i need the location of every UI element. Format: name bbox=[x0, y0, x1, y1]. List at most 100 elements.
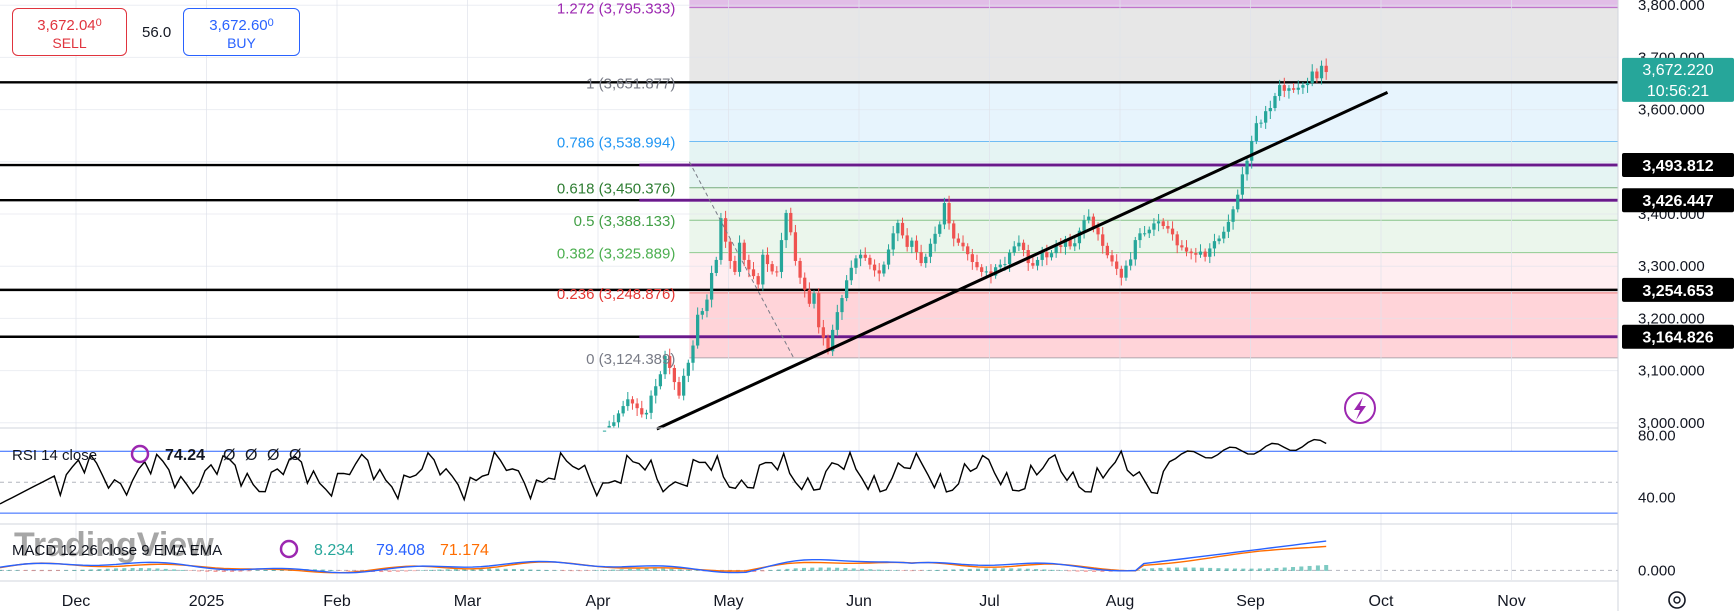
candle-body bbox=[1101, 234, 1105, 246]
macd-histogram-bar bbox=[147, 568, 152, 571]
candle-body bbox=[980, 267, 984, 272]
candle bbox=[1031, 255, 1035, 269]
price-line-label-bg bbox=[1622, 153, 1734, 178]
candle-body bbox=[1222, 231, 1226, 239]
candle-body bbox=[877, 270, 881, 274]
candle-body bbox=[1203, 251, 1207, 257]
candle bbox=[616, 410, 621, 428]
candle bbox=[868, 254, 872, 270]
rsi-tick-label: 40.00 bbox=[1638, 490, 1676, 507]
candle bbox=[640, 400, 644, 418]
macd-histogram-bar bbox=[893, 570, 898, 571]
candle bbox=[672, 364, 676, 390]
candle bbox=[751, 262, 756, 280]
fib-level-label: 0.5 (3,388.133) bbox=[574, 213, 676, 230]
candle-body bbox=[784, 212, 788, 241]
price-axis: 3,000.0003,100.0003,200.0003,300.0003,40… bbox=[1617, 0, 1736, 611]
candle-body bbox=[686, 362, 690, 376]
macd-histogram-bar bbox=[1042, 569, 1047, 571]
candle bbox=[700, 307, 704, 320]
macd-histogram-bar bbox=[760, 570, 765, 572]
candle bbox=[1305, 77, 1310, 93]
time-tick-label: Aug bbox=[1106, 593, 1134, 610]
fib-zone bbox=[689, 7, 1618, 83]
sell-label: SELL bbox=[52, 35, 87, 51]
candle bbox=[770, 260, 774, 275]
candle-body bbox=[682, 375, 686, 396]
time-tick-label: May bbox=[713, 593, 743, 610]
fibonacci-retracement bbox=[689, 0, 1618, 359]
macd-signal-value: 71.174 bbox=[440, 542, 489, 559]
lightning-icon bbox=[1344, 392, 1376, 424]
candle bbox=[728, 238, 732, 269]
candle bbox=[1282, 77, 1286, 98]
candle-body bbox=[1184, 247, 1189, 252]
price-line-label: 3,493.812 bbox=[1642, 158, 1713, 175]
macd-histogram-bar bbox=[445, 569, 450, 571]
candle bbox=[1240, 167, 1245, 200]
macd-histogram-bar bbox=[752, 570, 757, 572]
candle-body bbox=[812, 293, 816, 304]
price-tick-label: 3,600.000 bbox=[1638, 102, 1705, 119]
candle bbox=[658, 371, 663, 390]
macd-histogram-bar bbox=[114, 568, 119, 571]
candle-body bbox=[1264, 111, 1268, 123]
candle bbox=[928, 238, 933, 264]
candle-body bbox=[900, 222, 905, 236]
price-line-label-bg bbox=[1622, 188, 1734, 213]
candle bbox=[1133, 236, 1137, 266]
indicator-settings-icon bbox=[279, 539, 299, 559]
candle bbox=[696, 307, 700, 349]
chart-drawings[interactable] bbox=[656, 91, 1389, 431]
candle bbox=[1124, 260, 1128, 281]
candle-body bbox=[728, 241, 732, 261]
macd-histogram-bar bbox=[238, 570, 243, 572]
candle-body bbox=[1245, 160, 1249, 175]
sell-button[interactable]: 3,672.040 SELL bbox=[12, 8, 127, 56]
candle-body bbox=[719, 218, 723, 260]
macd-histogram-bar bbox=[329, 569, 334, 571]
candle bbox=[1021, 239, 1026, 257]
candle bbox=[914, 235, 919, 260]
candle bbox=[821, 319, 825, 346]
candle bbox=[956, 233, 961, 246]
candle bbox=[882, 261, 886, 277]
candle bbox=[872, 259, 877, 277]
horizontal-price-lines[interactable] bbox=[0, 81, 1618, 339]
macd-histogram-bar bbox=[1158, 567, 1163, 571]
buy-button[interactable]: 3,672.600 BUY bbox=[183, 8, 300, 56]
candle-body bbox=[602, 430, 607, 432]
candle-body bbox=[1278, 85, 1282, 97]
time-tick-label: Mar bbox=[454, 593, 482, 610]
macd-histogram-bar bbox=[47, 570, 52, 572]
macd-histogram-bar bbox=[1324, 565, 1329, 571]
candle-body bbox=[933, 233, 937, 244]
candle bbox=[663, 350, 667, 379]
candle bbox=[1296, 80, 1300, 95]
macd-histogram-bar bbox=[312, 569, 317, 571]
macd-histogram-bar bbox=[1307, 565, 1312, 571]
macd-histogram-bar bbox=[470, 568, 475, 571]
time-tick-label: 2025 bbox=[189, 593, 225, 610]
macd-histogram-bar bbox=[503, 568, 508, 571]
macd-histogram-bar bbox=[636, 568, 641, 571]
macd-pane: MACD 12 26 close 9 EMA EMA 8.234 79.408 71.… bbox=[0, 523, 1618, 574]
candle-body bbox=[775, 271, 779, 273]
macd-histogram-bar bbox=[271, 569, 276, 571]
candle-body bbox=[1087, 216, 1091, 221]
candle bbox=[1110, 250, 1114, 267]
macd-histogram-bar bbox=[1100, 570, 1105, 572]
macd-histogram-bar bbox=[561, 570, 566, 572]
candle-body bbox=[1068, 239, 1072, 247]
rsi-extra-value: Ø bbox=[223, 447, 235, 464]
candle bbox=[1198, 244, 1203, 258]
candle-body bbox=[747, 259, 751, 270]
time-tick-label: Apr bbox=[586, 593, 612, 610]
candle bbox=[621, 400, 625, 417]
candle-body bbox=[956, 238, 961, 243]
fib-level-label: 0 (3,124.389) bbox=[586, 351, 675, 368]
candle-body bbox=[826, 337, 830, 352]
rsi-extra-value: Ø bbox=[267, 447, 279, 464]
macd-histogram-bar bbox=[669, 568, 674, 571]
